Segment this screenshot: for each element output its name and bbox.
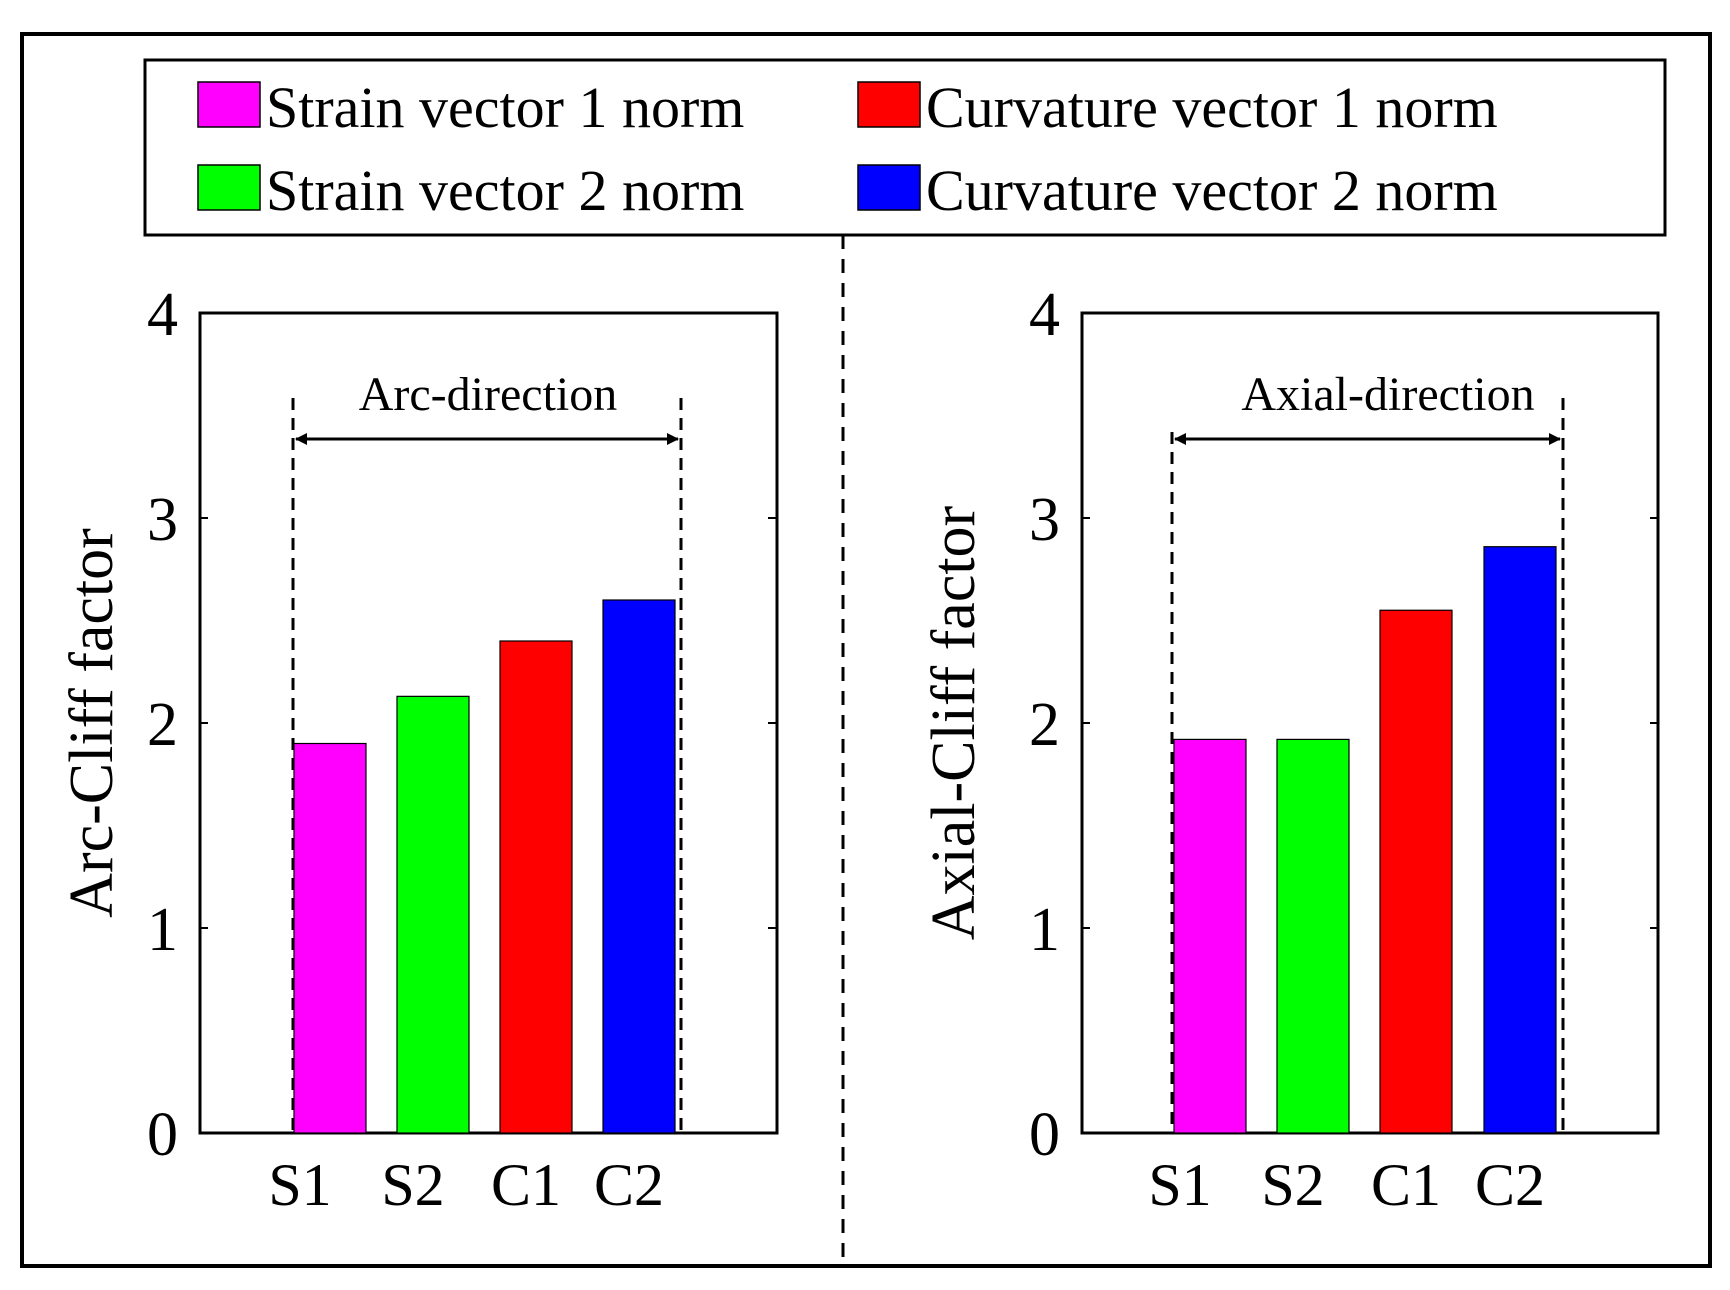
arc-plot-area — [198, 311, 779, 1135]
axial-x-tick-label-s1: S1 — [1148, 1152, 1211, 1218]
legend-swatch-s1 — [197, 81, 261, 128]
axial-y-tick-label-2: 2 — [1029, 691, 1060, 759]
arc-y-tick-label-1: 1 — [147, 896, 178, 964]
arc-x-tick-label-s1: S1 — [268, 1152, 331, 1218]
axial-y-tick-label-1: 1 — [1029, 896, 1060, 964]
axial-direction-label: Axial-direction — [1241, 368, 1534, 421]
legend-label-c1: Curvature vector 1 norm — [926, 75, 1498, 140]
legend-swatch-c1 — [857, 81, 921, 128]
legend-label-s1: Strain vector 1 norm — [266, 75, 744, 140]
arc-x-tick-label-s2: S2 — [381, 1152, 444, 1218]
arc-direction-label: Arc-direction — [359, 368, 618, 421]
arc-y-tick-label-0: 0 — [147, 1101, 178, 1169]
axial-y-axis-label: Axial-Cliff factor — [920, 505, 988, 940]
legend-label-s2: Strain vector 2 norm — [266, 158, 744, 223]
arc-cliff-chart: Arc-Cliff factor Arc-direction 0 1 2 3 4 S1 S2… — [58, 281, 779, 1218]
figure-frame — [20, 32, 1712, 1268]
arc-y-tick-label-4: 4 — [147, 281, 178, 349]
axial-y-tick-label-0: 0 — [1029, 1101, 1060, 1169]
legend: Strain vector 1 norm Curvature vector 1 … — [143, 58, 1667, 237]
arc-y-tick-label-2: 2 — [147, 691, 178, 759]
axial-x-tick-label-c1: C1 — [1371, 1152, 1441, 1218]
axial-plot-area — [1080, 311, 1660, 1135]
axial-bar-c2 — [1483, 546, 1557, 1134]
arc-x-tick-label-c2: C2 — [594, 1152, 664, 1218]
axial-x-tick-label-s2: S2 — [1261, 1152, 1324, 1218]
axial-bar-c1 — [1379, 609, 1453, 1134]
legend-item-c2: Curvature vector 2 norm — [857, 158, 1498, 223]
axial-cliff-chart: Axial-Cliff factor Axial-direction 0 1 2 3 4… — [920, 281, 1660, 1218]
arc-bar-c2 — [602, 599, 676, 1134]
axial-bar-s1 — [1173, 738, 1247, 1134]
legend-item-s1: Strain vector 1 norm — [197, 75, 744, 140]
axial-bar-s2 — [1276, 738, 1350, 1134]
legend-swatch-c2 — [857, 164, 921, 211]
legend-label-c2: Curvature vector 2 norm — [926, 158, 1498, 223]
arc-y-axis-label: Arc-Cliff factor — [58, 528, 126, 918]
axial-y-tick-label-4: 4 — [1029, 281, 1060, 349]
arc-x-tick-label-c1: C1 — [491, 1152, 561, 1218]
arc-bar-s2 — [396, 695, 470, 1134]
axial-x-tick-label-c2: C2 — [1475, 1152, 1545, 1218]
legend-item-c1: Curvature vector 1 norm — [857, 75, 1498, 140]
arc-bar-s1 — [293, 742, 367, 1134]
legend-swatch-s2 — [197, 164, 261, 211]
axial-y-tick-label-3: 3 — [1029, 486, 1060, 554]
legend-item-s2: Strain vector 2 norm — [197, 158, 744, 223]
arc-y-tick-label-3: 3 — [147, 486, 178, 554]
arc-bar-c1 — [499, 640, 573, 1134]
